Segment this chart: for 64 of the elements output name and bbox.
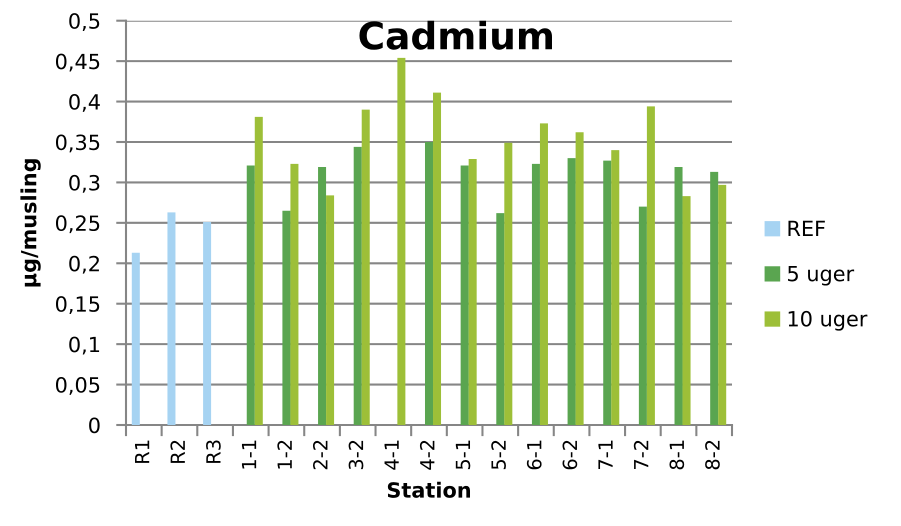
bar bbox=[468, 158, 477, 425]
x-axis-title: Station bbox=[388, 482, 470, 498]
bar bbox=[433, 92, 442, 425]
x-tick-label: 6-1 bbox=[526, 440, 542, 470]
bar bbox=[362, 110, 370, 425]
bar bbox=[504, 142, 512, 425]
bar bbox=[424, 142, 434, 425]
bar bbox=[496, 213, 504, 425]
chart-title: Cadmium bbox=[359, 20, 552, 50]
x-tick-label: 5-1 bbox=[456, 440, 470, 470]
bar bbox=[254, 116, 263, 425]
bar bbox=[397, 58, 406, 425]
bar bbox=[638, 206, 647, 425]
y-tick-label: 0,45 bbox=[56, 54, 100, 72]
x-tick-label: 2-2 bbox=[312, 440, 328, 470]
bar bbox=[674, 167, 683, 425]
bar bbox=[540, 123, 548, 425]
y-tick-label: 0,35 bbox=[56, 134, 100, 152]
y-tick-label: 0,2 bbox=[69, 256, 99, 274]
y-tick-label: 0,5 bbox=[69, 13, 100, 32]
bar bbox=[326, 195, 334, 425]
y-axis-title: μg/musling bbox=[20, 159, 41, 286]
bar bbox=[290, 164, 298, 425]
bar bbox=[603, 160, 612, 425]
x-tick-label: 6-2 bbox=[562, 440, 578, 470]
x-tick-label: 7-1 bbox=[598, 440, 613, 470]
y-tick-label: 0 bbox=[89, 417, 100, 434]
x-tick-label: 4-2 bbox=[420, 440, 434, 470]
legend-label: 5 uger bbox=[788, 266, 854, 286]
legend-label: REF bbox=[788, 220, 825, 236]
y-tick-label: 0,4 bbox=[69, 94, 100, 112]
bar bbox=[710, 172, 718, 425]
bar bbox=[532, 164, 540, 425]
bar bbox=[611, 150, 620, 425]
bar bbox=[203, 222, 212, 425]
x-tick-label: 5-2 bbox=[491, 440, 506, 470]
bar bbox=[246, 165, 255, 425]
bar bbox=[682, 196, 691, 425]
legend-label: 10 uger bbox=[788, 310, 868, 331]
y-tick-label: 0,05 bbox=[56, 377, 100, 395]
bar bbox=[354, 146, 362, 425]
y-tick-label: 0,1 bbox=[69, 336, 100, 354]
x-tick-label: 8-1 bbox=[669, 440, 684, 470]
bar bbox=[568, 158, 576, 425]
x-tick-label: R3 bbox=[206, 440, 221, 463]
y-tick-label: 0,25 bbox=[56, 215, 100, 234]
x-tick-label: 3-2 bbox=[348, 440, 364, 470]
bar bbox=[282, 210, 290, 425]
bar bbox=[718, 184, 726, 425]
x-tick-label: 4-1 bbox=[384, 440, 399, 470]
bar bbox=[132, 252, 140, 425]
x-tick-label: R1 bbox=[135, 440, 150, 463]
y-tick-label: 0,3 bbox=[69, 174, 100, 193]
bar bbox=[167, 212, 176, 425]
x-tick-label: 7-2 bbox=[634, 440, 648, 470]
y-tick-label: 0,15 bbox=[56, 296, 100, 314]
x-tick-label: 1-1 bbox=[242, 440, 256, 469]
bar bbox=[576, 132, 584, 425]
x-tick-label: R2 bbox=[170, 440, 185, 463]
x-tick-label: 1-2 bbox=[277, 440, 292, 469]
x-tick-label: 8-2 bbox=[705, 440, 720, 470]
bar bbox=[318, 167, 326, 425]
bar bbox=[460, 165, 469, 425]
bar bbox=[646, 106, 655, 425]
